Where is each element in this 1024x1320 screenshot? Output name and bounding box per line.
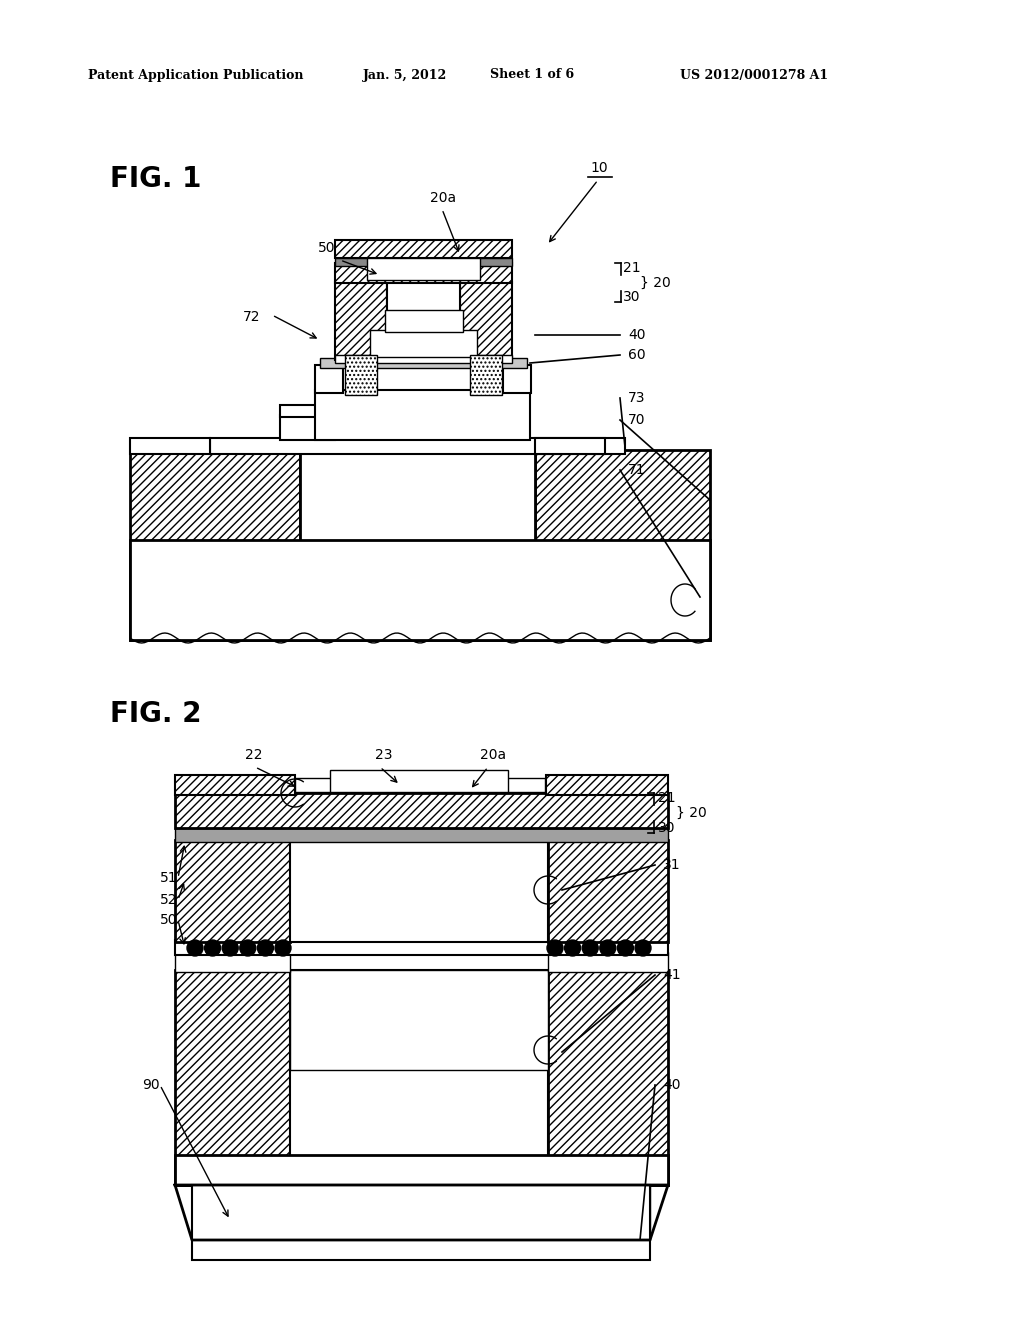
Circle shape bbox=[600, 940, 615, 956]
Text: } 20: } 20 bbox=[640, 276, 671, 289]
Bar bbox=[130, 540, 710, 640]
Text: 22: 22 bbox=[245, 748, 262, 762]
Bar bbox=[130, 450, 300, 640]
Bar bbox=[290, 970, 548, 1071]
Text: FIG. 2: FIG. 2 bbox=[110, 700, 202, 729]
Circle shape bbox=[617, 940, 634, 956]
Bar bbox=[335, 263, 512, 282]
Bar bbox=[193, 1185, 650, 1261]
Bar bbox=[175, 970, 290, 1185]
Bar bbox=[548, 840, 668, 942]
Text: 90: 90 bbox=[142, 1078, 160, 1092]
Text: US 2012/0001278 A1: US 2012/0001278 A1 bbox=[680, 69, 828, 82]
Bar bbox=[345, 355, 377, 395]
Text: 21: 21 bbox=[623, 261, 641, 275]
Bar bbox=[175, 775, 295, 795]
Bar bbox=[280, 414, 335, 440]
Bar bbox=[367, 257, 480, 280]
Bar bbox=[548, 970, 668, 1185]
Text: FIG. 1: FIG. 1 bbox=[110, 165, 202, 193]
Text: 10: 10 bbox=[590, 161, 607, 176]
Bar bbox=[335, 240, 512, 257]
Bar bbox=[535, 450, 710, 640]
Text: 40: 40 bbox=[628, 327, 645, 342]
Bar bbox=[300, 450, 535, 640]
Text: } 20: } 20 bbox=[676, 807, 707, 820]
Text: 20a: 20a bbox=[480, 748, 506, 762]
Text: 23: 23 bbox=[375, 748, 392, 762]
Bar bbox=[315, 366, 343, 393]
Circle shape bbox=[257, 940, 273, 956]
Circle shape bbox=[583, 940, 598, 956]
Bar bbox=[315, 389, 530, 440]
Bar bbox=[335, 257, 512, 267]
Bar bbox=[130, 438, 210, 454]
Text: 21: 21 bbox=[658, 791, 676, 805]
Text: 50: 50 bbox=[317, 242, 335, 255]
Bar bbox=[319, 358, 527, 368]
Bar bbox=[175, 828, 668, 842]
Bar bbox=[280, 405, 335, 417]
Bar bbox=[290, 840, 548, 942]
Text: 60: 60 bbox=[628, 348, 645, 362]
Bar bbox=[503, 366, 531, 393]
Circle shape bbox=[547, 940, 563, 956]
Circle shape bbox=[205, 940, 220, 956]
Bar bbox=[175, 1155, 668, 1185]
Text: Jan. 5, 2012: Jan. 5, 2012 bbox=[362, 69, 447, 82]
Text: 41: 41 bbox=[663, 968, 681, 982]
Bar bbox=[387, 282, 460, 360]
Bar bbox=[330, 770, 508, 792]
Circle shape bbox=[564, 940, 581, 956]
Bar bbox=[175, 952, 290, 972]
Circle shape bbox=[187, 940, 203, 956]
Bar bbox=[546, 775, 668, 795]
Bar bbox=[335, 355, 512, 363]
Bar bbox=[385, 310, 463, 333]
Text: 52: 52 bbox=[160, 894, 177, 907]
Bar bbox=[295, 777, 545, 792]
Bar bbox=[460, 282, 512, 360]
Bar bbox=[548, 952, 668, 972]
Text: 20a: 20a bbox=[430, 191, 456, 205]
Text: Sheet 1 of 6: Sheet 1 of 6 bbox=[490, 69, 574, 82]
Bar bbox=[535, 438, 605, 454]
Bar bbox=[175, 940, 668, 954]
Bar bbox=[210, 438, 625, 454]
Circle shape bbox=[240, 940, 256, 956]
Text: Patent Application Publication: Patent Application Publication bbox=[88, 69, 303, 82]
Text: 73: 73 bbox=[628, 391, 645, 405]
Text: 71: 71 bbox=[628, 463, 645, 477]
Text: 50: 50 bbox=[160, 913, 177, 927]
Circle shape bbox=[222, 940, 239, 956]
Circle shape bbox=[275, 940, 291, 956]
Text: 30: 30 bbox=[658, 821, 676, 836]
Bar bbox=[193, 1185, 650, 1239]
Circle shape bbox=[635, 940, 651, 956]
Text: 31: 31 bbox=[663, 858, 681, 873]
Text: 72: 72 bbox=[243, 310, 260, 323]
Bar bbox=[370, 330, 477, 356]
Text: 51: 51 bbox=[160, 871, 177, 884]
Text: 70: 70 bbox=[628, 413, 645, 426]
Bar bbox=[470, 355, 502, 395]
Bar bbox=[175, 793, 668, 828]
Text: 30: 30 bbox=[623, 290, 640, 304]
Bar bbox=[175, 840, 290, 942]
Bar bbox=[335, 282, 387, 360]
Text: 40: 40 bbox=[663, 1078, 681, 1092]
Bar bbox=[290, 970, 548, 1185]
